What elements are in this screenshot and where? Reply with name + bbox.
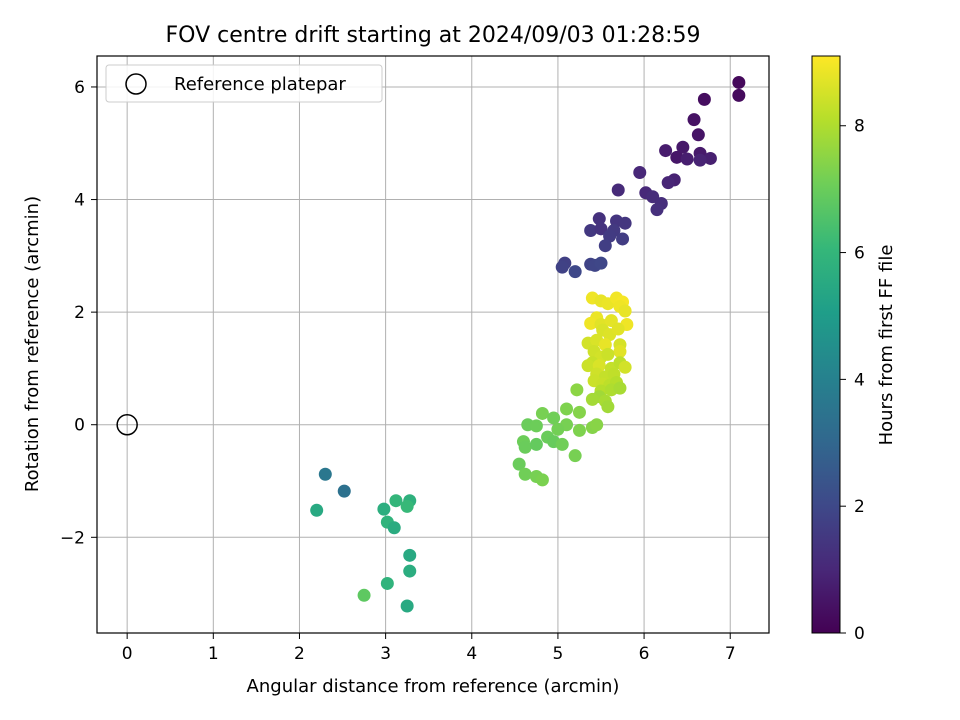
data-point [618, 304, 632, 318]
data-point [389, 494, 403, 508]
y-tick-label: −2 [60, 528, 85, 548]
y-tick-label: 2 [74, 303, 85, 323]
data-point [618, 216, 632, 230]
data-point [584, 224, 598, 238]
data-point [535, 406, 549, 420]
data-point [581, 359, 595, 373]
data-point [555, 260, 569, 274]
colorbar-tick-label: 6 [854, 244, 865, 264]
colorbar-tick-label: 4 [854, 370, 865, 390]
data-point [611, 322, 625, 336]
data-point [555, 437, 569, 451]
data-point [529, 437, 543, 451]
colorbar-tick-label: 0 [854, 624, 865, 644]
colorbar-tick-label: 2 [854, 497, 865, 517]
data-point [601, 400, 615, 414]
data-point [590, 418, 604, 432]
y-axis-ticks: −2 0 2 4 6 [60, 78, 97, 548]
data-point [594, 256, 608, 270]
data-point [594, 222, 608, 236]
legend: Reference platepar [105, 64, 383, 103]
x-tick-label: 0 [122, 644, 133, 664]
data-point [693, 153, 707, 167]
data-point [618, 360, 632, 374]
colorbar [811, 55, 841, 634]
data-point [529, 419, 543, 433]
legend-box [105, 64, 383, 103]
data-point [380, 576, 394, 590]
legend-reference-marker [125, 73, 147, 95]
reference-marker [116, 413, 138, 436]
data-point [633, 166, 647, 180]
data-point [547, 411, 561, 425]
data-point [676, 140, 690, 154]
data-point [680, 152, 694, 166]
x-tick-label: 7 [725, 644, 736, 664]
data-point [568, 449, 582, 463]
data-point [572, 423, 586, 437]
grid-lines [97, 56, 769, 633]
x-tick-label: 4 [466, 644, 477, 664]
data-point [400, 599, 414, 613]
data-point [318, 467, 332, 481]
data-point [310, 503, 324, 517]
y-tick-label: 6 [74, 78, 85, 98]
data-point [659, 144, 673, 158]
y-tick-label: 0 [74, 416, 85, 436]
chart-title: FOV centre drift starting at 2024/09/03 … [166, 23, 701, 48]
data-point [687, 113, 701, 127]
data-point [650, 203, 664, 217]
data-point [512, 457, 526, 471]
colorbar-label: Hours from first FF file [876, 245, 897, 446]
data-point [535, 473, 549, 487]
legend-entry-label: Reference platepar [174, 74, 346, 95]
data-point [403, 548, 417, 562]
data-point [377, 502, 391, 516]
data-point [387, 521, 401, 535]
data-point [560, 402, 574, 416]
data-point [732, 88, 746, 102]
colorbar-ticks: 0 2 4 6 8 [840, 117, 865, 644]
data-point [732, 75, 746, 89]
x-axis-ticks: 0 1 2 3 4 5 6 7 [122, 633, 736, 664]
data-point [584, 316, 598, 330]
data-point [570, 383, 584, 397]
data-point [518, 467, 532, 481]
data-point [616, 232, 630, 246]
data-point [572, 405, 586, 419]
x-tick-label: 6 [639, 644, 650, 664]
data-point [403, 564, 417, 578]
data-point [611, 183, 625, 197]
data-points [310, 75, 746, 613]
data-point [661, 176, 675, 190]
x-tick-label: 1 [208, 644, 219, 664]
y-axis-label: Rotation from reference (arcmin) [22, 196, 43, 492]
x-tick-label: 2 [294, 644, 305, 664]
data-point [400, 499, 414, 513]
x-axis-label: Angular distance from reference (arcmin) [247, 676, 620, 697]
data-point [585, 392, 599, 406]
data-point [357, 588, 371, 602]
data-point [518, 440, 532, 454]
data-point [598, 239, 612, 253]
data-point [568, 265, 582, 279]
data-point [613, 381, 627, 395]
data-point [601, 347, 615, 361]
plot-frame [96, 55, 770, 634]
y-tick-label: 4 [74, 191, 85, 211]
data-point [670, 150, 684, 164]
reference-marker-layer [116, 413, 138, 436]
data-point [691, 128, 705, 142]
colorbar-tick-label: 8 [854, 117, 865, 137]
data-point [697, 92, 711, 106]
data-point [551, 422, 565, 436]
data-point [592, 212, 606, 226]
data-point [337, 484, 351, 498]
data-point [613, 345, 627, 359]
x-tick-label: 3 [380, 644, 391, 664]
x-tick-label: 5 [553, 644, 564, 664]
data-point [703, 151, 717, 165]
